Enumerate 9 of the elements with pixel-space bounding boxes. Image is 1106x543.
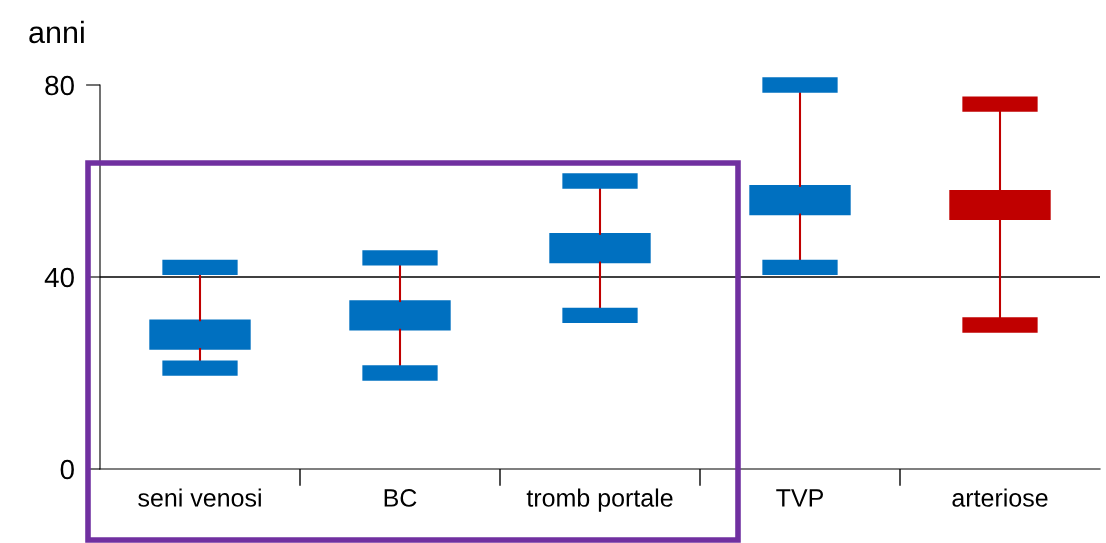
x-tick-label: TVP	[776, 489, 823, 507]
y-tick-label: 80	[45, 75, 74, 96]
x-tick-label: tromb portale	[526, 488, 673, 512]
x-tick-label: BC	[384, 489, 417, 507]
y-tick-label: 0	[60, 459, 74, 480]
y-axis-title: anni	[29, 20, 84, 44]
x-tick-label: seni venosi	[138, 488, 261, 507]
y-tick-label: 40	[44, 267, 74, 288]
x-tick-label: arteriose	[952, 488, 1048, 507]
